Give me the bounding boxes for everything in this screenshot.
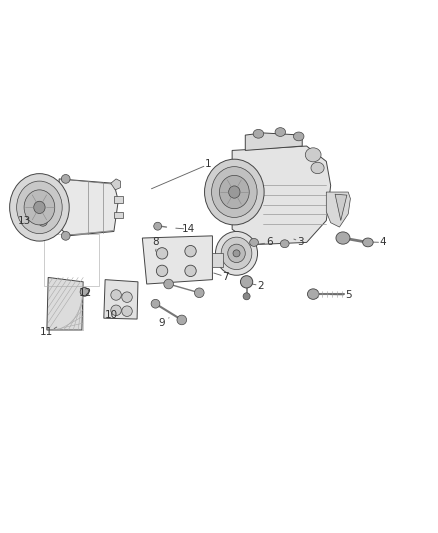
Ellipse shape bbox=[122, 306, 132, 317]
Text: 4: 4 bbox=[380, 237, 387, 247]
Ellipse shape bbox=[17, 181, 62, 233]
Ellipse shape bbox=[280, 240, 289, 248]
Ellipse shape bbox=[177, 315, 187, 325]
Ellipse shape bbox=[39, 217, 47, 226]
Text: 8: 8 bbox=[152, 237, 159, 247]
Ellipse shape bbox=[156, 265, 168, 277]
Ellipse shape bbox=[164, 279, 173, 289]
Ellipse shape bbox=[122, 292, 132, 302]
Polygon shape bbox=[47, 278, 83, 330]
Ellipse shape bbox=[111, 305, 121, 316]
Ellipse shape bbox=[24, 190, 55, 225]
Ellipse shape bbox=[307, 289, 319, 300]
Text: 9: 9 bbox=[159, 318, 166, 328]
Text: 14: 14 bbox=[182, 224, 195, 235]
Ellipse shape bbox=[185, 265, 196, 277]
Polygon shape bbox=[114, 212, 123, 219]
Polygon shape bbox=[232, 146, 331, 245]
Text: 5: 5 bbox=[345, 290, 352, 300]
Polygon shape bbox=[245, 133, 302, 150]
Text: 6: 6 bbox=[266, 237, 273, 247]
Ellipse shape bbox=[311, 162, 324, 174]
Ellipse shape bbox=[194, 288, 204, 297]
Ellipse shape bbox=[233, 250, 240, 257]
Ellipse shape bbox=[10, 174, 69, 241]
Text: 10: 10 bbox=[105, 310, 118, 320]
Polygon shape bbox=[59, 179, 118, 236]
Ellipse shape bbox=[61, 174, 70, 183]
Polygon shape bbox=[335, 194, 347, 221]
Polygon shape bbox=[212, 253, 223, 266]
Ellipse shape bbox=[34, 201, 45, 214]
Ellipse shape bbox=[111, 290, 121, 300]
Text: 12: 12 bbox=[79, 288, 92, 298]
Text: 7: 7 bbox=[222, 272, 229, 282]
Polygon shape bbox=[326, 192, 350, 227]
Text: 1: 1 bbox=[205, 159, 212, 168]
Ellipse shape bbox=[243, 293, 250, 300]
Ellipse shape bbox=[363, 238, 373, 247]
Ellipse shape bbox=[253, 130, 264, 138]
Ellipse shape bbox=[240, 276, 253, 288]
Ellipse shape bbox=[156, 248, 168, 259]
Text: 3: 3 bbox=[297, 237, 304, 247]
Ellipse shape bbox=[154, 222, 162, 230]
Ellipse shape bbox=[229, 186, 240, 198]
Ellipse shape bbox=[275, 128, 286, 136]
Ellipse shape bbox=[305, 148, 321, 162]
Ellipse shape bbox=[219, 175, 249, 209]
Text: 2: 2 bbox=[257, 281, 264, 291]
Ellipse shape bbox=[151, 300, 160, 308]
Ellipse shape bbox=[212, 167, 257, 217]
Polygon shape bbox=[104, 280, 138, 319]
Ellipse shape bbox=[221, 237, 252, 270]
Text: 11: 11 bbox=[39, 327, 53, 337]
Ellipse shape bbox=[61, 231, 70, 240]
Ellipse shape bbox=[293, 132, 304, 141]
Polygon shape bbox=[114, 197, 123, 203]
Ellipse shape bbox=[336, 232, 350, 244]
Ellipse shape bbox=[185, 246, 196, 257]
Ellipse shape bbox=[250, 238, 258, 246]
Text: 13: 13 bbox=[18, 215, 31, 225]
Ellipse shape bbox=[228, 244, 245, 263]
Polygon shape bbox=[142, 236, 212, 284]
Ellipse shape bbox=[80, 287, 89, 296]
Ellipse shape bbox=[215, 231, 258, 275]
Polygon shape bbox=[111, 179, 120, 190]
Ellipse shape bbox=[205, 159, 264, 225]
